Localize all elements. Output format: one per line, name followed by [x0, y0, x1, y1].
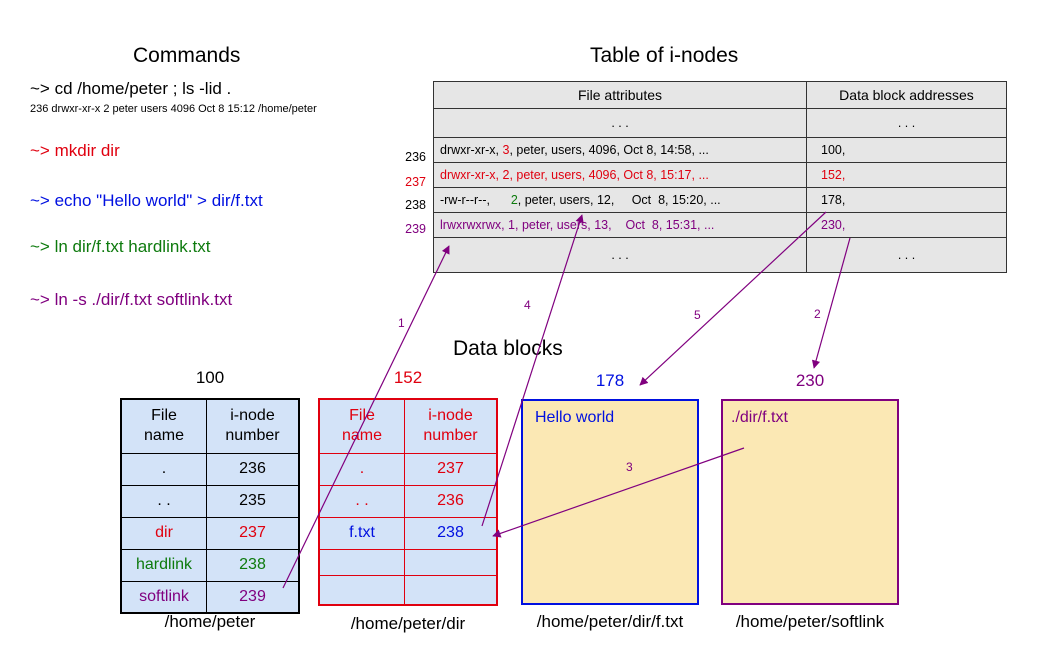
- directory-block-100: File name i-node number . 236 . . 235 di…: [120, 398, 300, 614]
- entry-name: . .: [120, 484, 207, 518]
- block-label-152: 152: [393, 368, 423, 387]
- entry-name: softlink: [120, 580, 207, 614]
- block-label-178: 178: [595, 371, 625, 390]
- arrow-label-1: 1: [398, 316, 405, 330]
- arrow-1: [282, 245, 450, 589]
- attr-perms: lrwxrwxrwx,: [440, 218, 509, 232]
- inode-number: 236: [405, 150, 426, 164]
- inode-address: 230,: [806, 212, 1007, 238]
- dir-entry: . . 235: [120, 484, 300, 518]
- block-label-100: 100: [195, 368, 225, 387]
- commands-heading: Commands: [133, 44, 241, 67]
- arrow-label-4: 4: [524, 298, 531, 312]
- attr-perms: drwxr-xr-x,: [440, 143, 503, 157]
- command-cd: ~> cd /home/peter ; ls -lid .: [30, 79, 232, 98]
- dir-entry: . 236: [120, 452, 300, 486]
- col-header-inode-number: i-node number: [206, 398, 300, 454]
- path-home-peter-dir: /home/peter/dir: [350, 614, 466, 633]
- attr-link-count: 3: [502, 143, 510, 157]
- dir-entry: f.txt 238: [318, 516, 498, 550]
- command-echo: ~> echo "Hello world" > dir/f.txt: [30, 191, 263, 210]
- attr-rest: , peter, users, 4096, Oct 8, 14:58, ...: [509, 143, 709, 157]
- inode-address: 178,: [806, 187, 1007, 213]
- entry-name: [318, 574, 405, 606]
- ellipsis-cell: . . .: [433, 108, 807, 138]
- data-block-178: Hello world: [521, 399, 699, 605]
- inode-row-238: -rw-r--r--, 2, peter, users, 12, Oct 8, …: [433, 187, 1007, 213]
- entry-inode: 235: [206, 484, 300, 518]
- dir-entry: hardlink 238: [120, 548, 300, 582]
- arrow-label-5: 5: [694, 308, 701, 322]
- dir-entry-empty: [318, 548, 498, 576]
- inode-row-239: lrwxrwxrwx, 1, peter, users, 13, Oct 8, …: [433, 212, 1007, 238]
- attr-rest: , peter, users, 12, Oct 8, 15:20, ...: [517, 193, 721, 207]
- entry-inode: [404, 574, 498, 606]
- entry-inode: 236: [206, 452, 300, 486]
- arrow-label-2: 2: [814, 307, 821, 321]
- block-label-230: 230: [795, 371, 825, 390]
- header-file-attributes: File attributes: [433, 81, 807, 109]
- attr-rest: , peter, users, 4096, Oct 8, 15:17, ...: [509, 168, 709, 182]
- attr-link-count: 2: [502, 168, 510, 182]
- header-data-block-addresses: Data block addresses: [806, 81, 1007, 109]
- command-mkdir: ~> mkdir dir: [30, 141, 120, 160]
- attr-link-count: 2: [510, 193, 518, 207]
- arrow-5: [639, 211, 827, 386]
- attr-link-count: 1: [508, 218, 515, 232]
- entry-name: .: [120, 452, 207, 486]
- entry-inode: 238: [206, 548, 300, 582]
- inode-attributes: -rw-r--r--, 2, peter, users, 12, Oct 8, …: [433, 187, 807, 213]
- attr-perms: drwxr-xr-x,: [440, 168, 503, 182]
- arrow-3: [492, 447, 745, 538]
- dir-entry-empty: [318, 574, 498, 606]
- col-header-inode-number: i-node number: [404, 398, 498, 454]
- entry-inode: 237: [404, 452, 498, 486]
- ellipsis-cell: . . .: [806, 108, 1007, 138]
- attr-rest: , peter, users, 13, Oct 8, 15:31, ...: [515, 218, 715, 232]
- entry-name: dir: [120, 516, 207, 550]
- inode-table-heading: Table of i-nodes: [590, 44, 739, 67]
- file-content: Hello world: [535, 409, 615, 426]
- arrow-label-3: 3: [626, 460, 633, 474]
- inode-address: 152,: [806, 162, 1007, 188]
- entry-name: hardlink: [120, 548, 207, 582]
- entry-name: f.txt: [318, 516, 405, 550]
- arrow-2: [811, 237, 851, 369]
- path-softlink: /home/peter/softlink: [735, 612, 885, 631]
- inode-number: 238: [405, 198, 426, 212]
- dir-entry: dir 237: [120, 516, 300, 550]
- command-output: 236 drwxr-xr-x 2 peter users 4096 Oct 8 …: [30, 103, 317, 115]
- entry-inode: 238: [404, 516, 498, 550]
- inode-number: 239: [405, 222, 426, 236]
- inode-row-237: drwxr-xr-x, 2, peter, users, 4096, Oct 8…: [433, 162, 1007, 188]
- path-f-txt: /home/peter/dir/f.txt: [536, 612, 684, 631]
- inode-attributes: drwxr-xr-x, 2, peter, users, 4096, Oct 8…: [433, 162, 807, 188]
- ellipsis-cell: . . .: [433, 237, 807, 273]
- symlink-content: ./dir/f.txt: [731, 409, 788, 426]
- attr-perms: -rw-r--r--,: [440, 193, 511, 207]
- data-block-230: ./dir/f.txt: [721, 399, 899, 605]
- arrow-4: [481, 214, 584, 527]
- dir-entry: . 237: [318, 452, 498, 486]
- entry-inode: [404, 548, 498, 576]
- command-ln-hard: ~> ln dir/f.txt hardlink.txt: [30, 237, 211, 256]
- directory-block-152: File name i-node number . 237 . . 236 f.…: [318, 398, 498, 606]
- command-ln-soft: ~> ln -s ./dir/f.txt softlink.txt: [30, 290, 233, 309]
- ellipsis-cell: . . .: [806, 237, 1007, 273]
- path-home-peter: /home/peter: [164, 612, 256, 631]
- data-blocks-heading: Data blocks: [453, 337, 563, 360]
- inode-table: File attributes Data block addresses . .…: [433, 81, 1007, 273]
- entry-inode: 237: [206, 516, 300, 550]
- inode-number: 237: [405, 175, 426, 189]
